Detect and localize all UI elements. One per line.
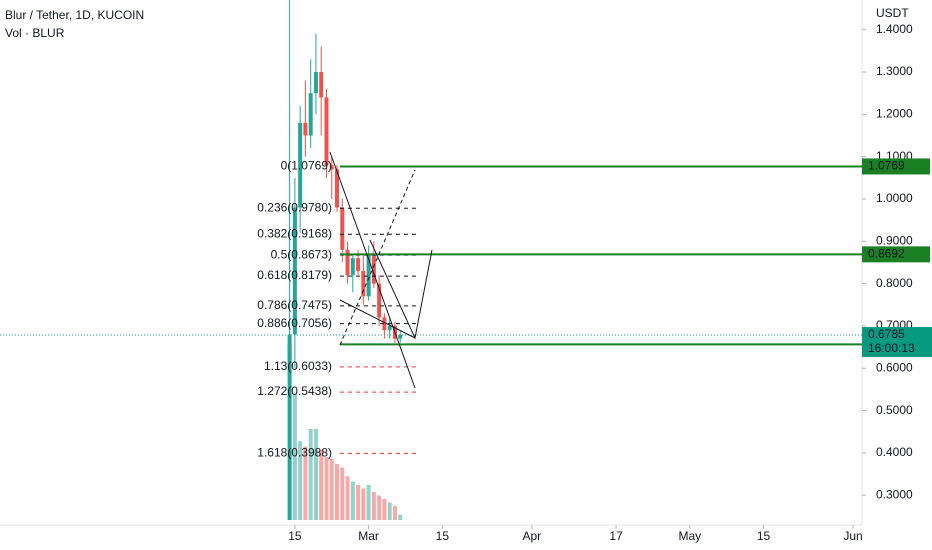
level-tag bbox=[862, 158, 930, 175]
candle-body bbox=[377, 283, 382, 318]
fib-label: 0.786(0.7475) bbox=[257, 298, 332, 312]
level-tag-label: 1.0769 bbox=[868, 159, 905, 173]
volume-bar bbox=[329, 458, 334, 520]
candle-body bbox=[361, 270, 366, 297]
fib-label: 1.272(0.5438) bbox=[257, 384, 332, 398]
volume-bar bbox=[345, 476, 350, 520]
x-tick-label: Apr bbox=[522, 529, 541, 543]
trend-line bbox=[339, 169, 416, 346]
fib-label: 0.618(0.8179) bbox=[257, 268, 332, 282]
y-tick-label: 0.8000 bbox=[876, 276, 913, 290]
level-tag bbox=[862, 246, 930, 263]
candle-body bbox=[398, 335, 403, 339]
trend-lines bbox=[329, 151, 433, 389]
candle-body bbox=[313, 72, 318, 94]
volume-bar bbox=[324, 457, 329, 520]
x-tick-label: Mar bbox=[358, 529, 379, 543]
y-tick-label: 0.6000 bbox=[876, 360, 913, 374]
candle-body bbox=[287, 334, 292, 360]
x-tick-label: 15 bbox=[757, 529, 771, 543]
volume-bar bbox=[366, 485, 371, 520]
volume-bar bbox=[335, 464, 340, 520]
y-tick-label: 0.5000 bbox=[876, 403, 913, 417]
y-tick-label: 0.4000 bbox=[876, 445, 913, 459]
volume-bar bbox=[319, 450, 324, 520]
last-price-label: 0.6785 bbox=[868, 327, 905, 341]
volume-bar bbox=[313, 429, 318, 520]
candle-body bbox=[335, 169, 340, 208]
candle-body bbox=[387, 325, 392, 331]
fib-label: 0(1.0769) bbox=[281, 159, 332, 173]
countdown: 16:00:13 bbox=[868, 341, 915, 355]
candle-body bbox=[340, 207, 345, 250]
fib-label: 0.382(0.9168) bbox=[257, 226, 332, 240]
volume-bar bbox=[371, 492, 376, 520]
candle-body bbox=[382, 317, 387, 331]
candle-body bbox=[303, 122, 308, 136]
volume-bar bbox=[382, 499, 387, 520]
volume-bar bbox=[303, 446, 308, 520]
candle-body bbox=[298, 122, 303, 208]
fib-label: 0.886(0.7056) bbox=[257, 316, 332, 330]
y-tick-label: 1.3000 bbox=[876, 64, 913, 78]
trend-line bbox=[369, 239, 433, 340]
volume-bar bbox=[298, 441, 303, 520]
y-tick-label: 0.3000 bbox=[876, 487, 913, 501]
y-tick-label: 0.9000 bbox=[876, 233, 913, 247]
candle-body bbox=[366, 254, 371, 297]
volume-bar bbox=[308, 429, 313, 520]
candle-body bbox=[329, 165, 334, 170]
volume-bar bbox=[398, 514, 403, 520]
level-tag-label: 0.8692 bbox=[868, 247, 905, 261]
volume-bar bbox=[287, 345, 292, 520]
volume-bar bbox=[292, 394, 297, 520]
volume-bar bbox=[361, 488, 366, 520]
volume-bar bbox=[340, 467, 345, 520]
candle-body bbox=[345, 249, 350, 276]
x-tick-label: 15 bbox=[288, 529, 302, 543]
volume-bar bbox=[350, 481, 355, 520]
trend-line bbox=[329, 151, 416, 389]
trend-line bbox=[339, 299, 416, 339]
y-tick-label: 1.0000 bbox=[876, 191, 913, 205]
last-price-tag bbox=[862, 327, 932, 358]
fib-label: 0.5(0.8673) bbox=[271, 247, 332, 261]
fib-label: 1.618(0.3988) bbox=[257, 446, 332, 460]
candle-body bbox=[308, 93, 313, 136]
y-tick-label: 1.4000 bbox=[876, 22, 913, 36]
volume-title: Vol · BLUR bbox=[5, 26, 65, 40]
candle-body bbox=[292, 207, 297, 335]
fib-label: 1.13(0.6033) bbox=[264, 359, 332, 373]
x-tick-label: 15 bbox=[436, 529, 450, 543]
candle-body bbox=[324, 97, 329, 166]
y-tick-label: 1.2000 bbox=[876, 107, 913, 121]
fib-label: 0.236(0.9780) bbox=[257, 200, 332, 214]
volume-bar bbox=[387, 502, 392, 520]
volume-bar bbox=[392, 506, 397, 520]
volume-bar bbox=[356, 485, 361, 520]
x-tick-label: May bbox=[678, 529, 701, 543]
x-tick-label: 17 bbox=[609, 529, 623, 543]
volume-bar bbox=[377, 495, 382, 520]
currency: USDT bbox=[876, 6, 909, 20]
candle-body bbox=[356, 258, 361, 271]
candle-body bbox=[350, 258, 355, 276]
candle-body bbox=[371, 254, 376, 284]
candle-body bbox=[319, 72, 324, 98]
symbol-title: Blur / Tether, 1D, KUCOIN bbox=[5, 8, 144, 22]
x-tick-label: Jun bbox=[843, 529, 862, 543]
